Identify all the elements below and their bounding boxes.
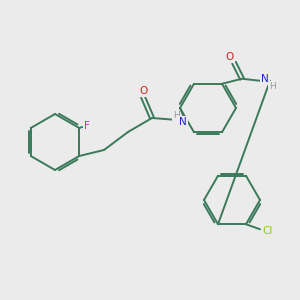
- Text: F: F: [84, 121, 90, 131]
- Text: H: H: [268, 82, 275, 91]
- Text: O: O: [139, 86, 147, 96]
- Text: N: N: [179, 117, 187, 127]
- Text: H: H: [172, 112, 179, 121]
- Text: O: O: [226, 52, 234, 62]
- Text: N: N: [261, 74, 269, 84]
- Text: Cl: Cl: [263, 226, 273, 236]
